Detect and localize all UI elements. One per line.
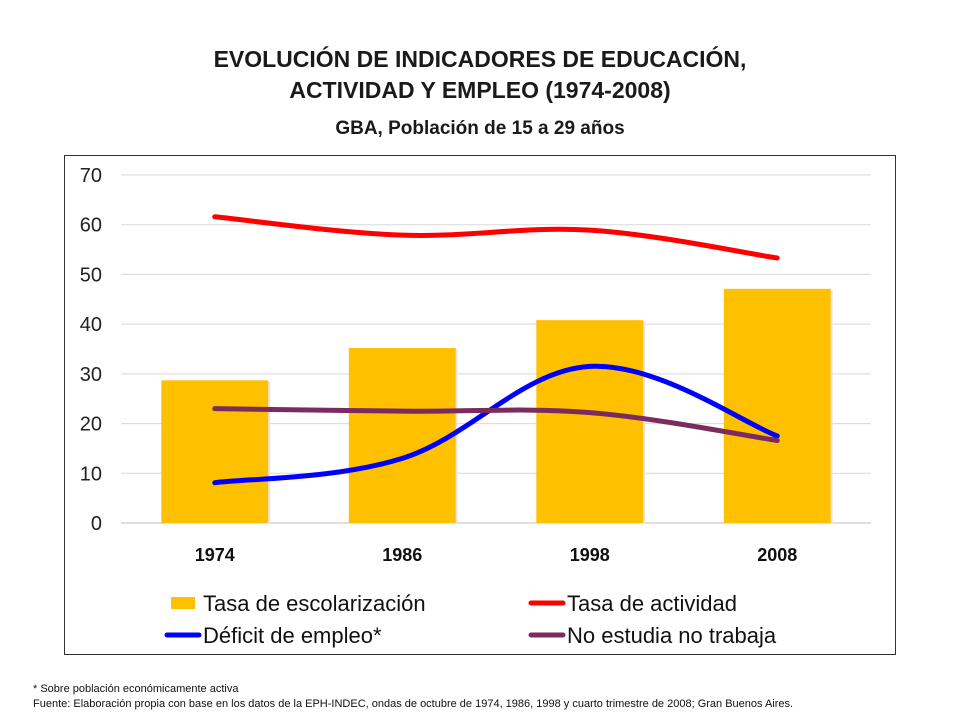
legend-swatch-0 bbox=[171, 597, 195, 609]
series-line-2 bbox=[212, 406, 780, 443]
combo-chart: 0 10 20 30 40 50 60 70 1974 1986 1998 2008 Tasa de e… bbox=[80, 165, 871, 648]
x-tick-label: 1974 bbox=[195, 545, 235, 565]
y-tick-label: 10 bbox=[80, 463, 102, 485]
chart-title-line1: EVOLUCIÓN DE INDICADORES DE EDUCACIÓN, bbox=[213, 46, 747, 72]
legend-label-3: No estudia no trabaja bbox=[567, 623, 777, 648]
series-line-1 bbox=[212, 363, 780, 486]
legend-label-2: Déficit de empleo* bbox=[203, 623, 382, 648]
notes: * Sobre población económicamente activa … bbox=[33, 682, 793, 712]
y-tick-label: 30 bbox=[80, 364, 102, 386]
y-tick-label: 20 bbox=[80, 414, 102, 436]
legend-label-0: Tasa de escolarización bbox=[203, 591, 426, 616]
legend-label-1: Tasa de actividad bbox=[567, 591, 737, 616]
bar-1986 bbox=[348, 348, 456, 523]
chart-title: EVOLUCIÓN DE INDICADORES DE EDUCACIÓN, A… bbox=[0, 44, 960, 106]
bar-1974 bbox=[161, 380, 269, 523]
y-tick-label: 50 bbox=[80, 264, 102, 286]
x-tick-label: 1986 bbox=[382, 545, 422, 565]
chart-subtitle: GBA, Población de 15 a 29 años bbox=[335, 118, 625, 139]
source-note: Fuente: Elaboración propia con base en l… bbox=[33, 698, 794, 710]
x-tick-label: 1998 bbox=[570, 545, 610, 565]
y-tick-label: 40 bbox=[80, 314, 102, 336]
series-line-0 bbox=[212, 214, 780, 261]
bar-1998 bbox=[536, 320, 644, 523]
bar-2008 bbox=[723, 288, 831, 523]
x-tick-label: 2008 bbox=[757, 545, 797, 565]
y-tick-label: 70 bbox=[80, 165, 102, 187]
y-tick-label: 0 bbox=[91, 513, 102, 535]
chart-frame: 0 10 20 30 40 50 60 70 1974 1986 1998 2008 Tasa de e… bbox=[64, 155, 896, 655]
footnote: * Sobre población económicamente activa bbox=[33, 683, 239, 695]
chart-title-line2: ACTIVIDAD Y EMPLEO (1974-2008) bbox=[289, 77, 671, 103]
y-tick-label: 60 bbox=[80, 215, 102, 237]
